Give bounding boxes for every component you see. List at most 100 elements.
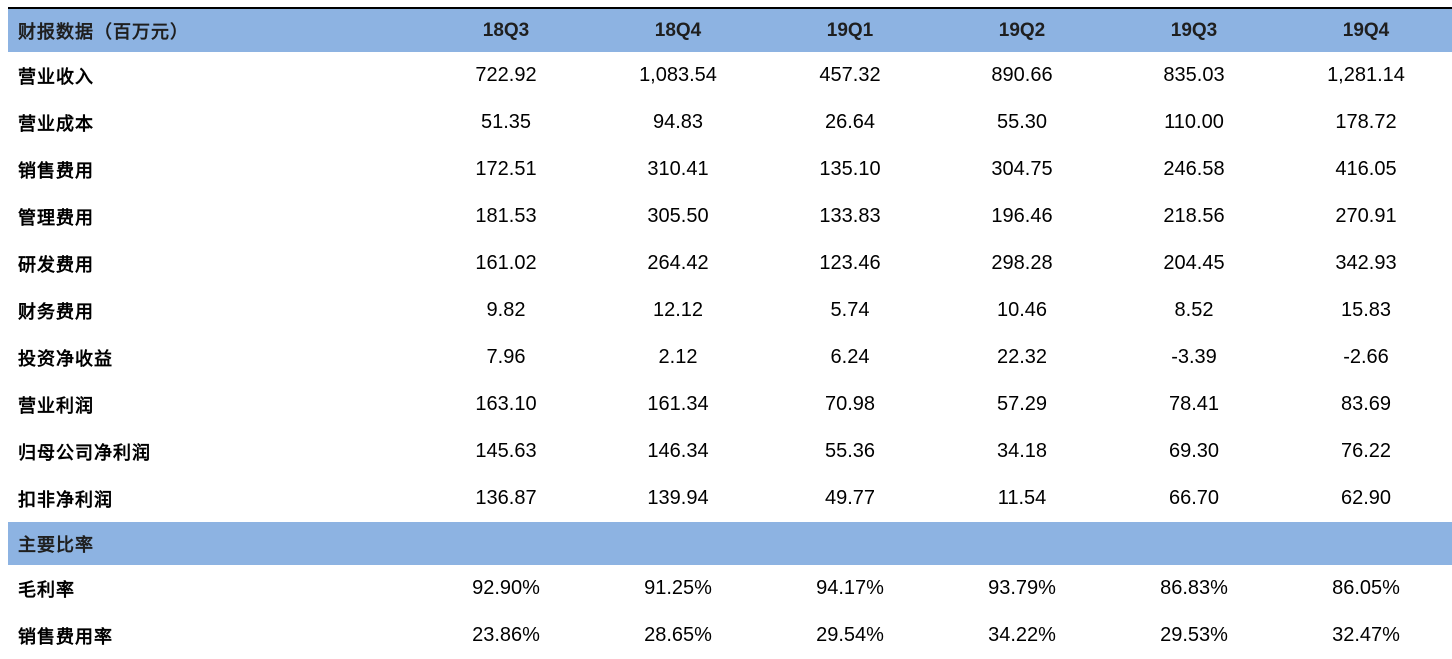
table-cell: 178.72 [1335, 111, 1397, 133]
table-row: 营业成本 51.35 94.83 26.64 55.30 110.00 178.72 [8, 99, 1452, 146]
table-cell: 1,083.54 [639, 64, 717, 86]
section-header-row: 主要比率 [8, 522, 1452, 565]
table-cell: 304.75 [991, 158, 1053, 180]
row-label: 管理费用 [18, 207, 94, 229]
table-cell: 270.91 [1335, 205, 1397, 227]
table-row: 投资净收益 7.96 2.12 6.24 22.32 -3.39 -2.66 [8, 334, 1452, 381]
table-cell: 342.93 [1335, 252, 1397, 274]
table-row: 管理费用 181.53 305.50 133.83 196.46 218.56 270.91 [8, 193, 1452, 240]
row-label: 营业成本 [18, 113, 94, 135]
table-cell: 305.50 [647, 205, 709, 227]
table-cell: 2.12 [658, 346, 698, 368]
table-cell: 890.66 [991, 64, 1053, 86]
table-cell: 94.83 [652, 111, 704, 133]
table-cell: 92.90% [472, 577, 540, 599]
table-cell: 298.28 [991, 252, 1053, 274]
table-cell: 146.34 [647, 440, 709, 462]
table-row: 研发费用 161.02 264.42 123.46 298.28 204.45 342.93 [8, 240, 1452, 287]
table-cell: 15.83 [1340, 299, 1392, 321]
table-row: 销售费用 172.51 310.41 135.10 304.75 246.58 416.05 [8, 146, 1452, 193]
row-label: 投资净收益 [18, 348, 113, 370]
row-label: 扣非净利润 [18, 489, 113, 511]
column-header: 18Q3 [482, 19, 530, 41]
table-cell: 51.35 [480, 111, 532, 133]
table-cell: 70.98 [824, 393, 876, 415]
table-cell: 29.54% [816, 624, 884, 646]
column-header: 18Q4 [654, 19, 702, 41]
table-cell: 76.22 [1340, 440, 1392, 462]
table-cell: 93.79% [988, 577, 1056, 599]
table-cell: 196.46 [991, 205, 1053, 227]
table-cell: 32.47% [1332, 624, 1400, 646]
table-cell: 161.02 [475, 252, 537, 274]
row-label: 销售费用 [18, 160, 94, 182]
table-row: 扣非净利润 136.87 139.94 49.77 11.54 66.70 62.90 [8, 475, 1452, 522]
row-label: 研发费用 [18, 254, 94, 276]
table-cell: 12.12 [652, 299, 704, 321]
table-cell: 5.74 [830, 299, 870, 321]
table-cell: 161.34 [647, 393, 709, 415]
row-label: 毛利率 [18, 579, 75, 601]
table-row: 营业收入 722.92 1,083.54 457.32 890.66 835.03 1,28… [8, 52, 1452, 99]
table-cell: 204.45 [1163, 252, 1225, 274]
table-cell: 49.77 [824, 487, 876, 509]
table-cell: 133.83 [819, 205, 881, 227]
table-cell: 722.92 [475, 64, 537, 86]
table-row: 销售费用率 23.86% 28.65% 29.54% 34.22% 29.53% 32.47… [8, 612, 1452, 659]
table-cell: 163.10 [475, 393, 537, 415]
table-cell: 34.18 [996, 440, 1048, 462]
table-cell: 9.82 [486, 299, 526, 321]
table-cell: 83.69 [1340, 393, 1392, 415]
table-cell: 139.94 [647, 487, 709, 509]
table-cell: 34.22% [988, 624, 1056, 646]
table-header-row: 财报数据（百万元） 18Q3 18Q4 19Q1 19Q2 19Q3 19Q4 [8, 9, 1452, 52]
table-cell: 78.41 [1168, 393, 1220, 415]
table-cell: 91.25% [644, 577, 712, 599]
column-header: 19Q1 [826, 19, 874, 41]
table-cell: 23.86% [472, 624, 540, 646]
table-cell: 86.83% [1160, 577, 1228, 599]
table-cell: 135.10 [819, 158, 881, 180]
table-cell: 8.52 [1174, 299, 1214, 321]
table-cell: 123.46 [819, 252, 881, 274]
table-row: 财务费用 9.82 12.12 5.74 10.46 8.52 15.83 [8, 287, 1452, 334]
table-cell: 55.36 [824, 440, 876, 462]
table-cell: 310.41 [647, 158, 709, 180]
table-cell: -3.39 [1171, 346, 1217, 368]
row-label: 营业收入 [18, 66, 94, 88]
table-cell: 10.46 [996, 299, 1048, 321]
column-header: 19Q4 [1342, 19, 1390, 41]
table-cell: 835.03 [1163, 64, 1225, 86]
table-cell: 62.90 [1340, 487, 1392, 509]
table-cell: 218.56 [1163, 205, 1225, 227]
table-cell: 66.70 [1168, 487, 1220, 509]
table-cell: 26.64 [824, 111, 876, 133]
table-cell: 172.51 [475, 158, 537, 180]
table-cell: 55.30 [996, 111, 1048, 133]
table-cell: 264.42 [647, 252, 709, 274]
table-body: 营业收入 722.92 1,083.54 457.32 890.66 835.03 1,28… [8, 52, 1452, 659]
table-cell: 57.29 [996, 393, 1048, 415]
table-cell: 94.17% [816, 577, 884, 599]
table-cell: 1,281.14 [1327, 64, 1405, 86]
table-cell: 86.05% [1332, 577, 1400, 599]
table-cell: 22.32 [996, 346, 1048, 368]
top-rule [8, 7, 1452, 9]
table-cell: 29.53% [1160, 624, 1228, 646]
table-row: 毛利率 92.90% 91.25% 94.17% 93.79% 86.83% 86.05% [8, 565, 1452, 612]
section-label: 主要比率 [18, 534, 94, 556]
table-cell: 110.00 [1164, 111, 1224, 133]
row-label: 财务费用 [18, 301, 94, 323]
column-header: 19Q3 [1170, 19, 1218, 41]
table-cell: 145.63 [475, 440, 537, 462]
row-label: 归母公司净利润 [18, 442, 151, 464]
table-cell: -2.66 [1343, 346, 1389, 368]
table-cell: 457.32 [819, 64, 881, 86]
financial-data-table: 财报数据（百万元） 18Q3 18Q4 19Q1 19Q2 19Q3 19Q4 … [8, 9, 1452, 659]
table-cell: 7.96 [486, 346, 526, 368]
row-label: 营业利润 [18, 395, 94, 417]
table-cell: 136.87 [475, 487, 537, 509]
table-row: 营业利润 163.10 161.34 70.98 57.29 78.41 83.69 [8, 381, 1452, 428]
table-cell: 69.30 [1168, 440, 1220, 462]
table-cell: 416.05 [1335, 158, 1397, 180]
